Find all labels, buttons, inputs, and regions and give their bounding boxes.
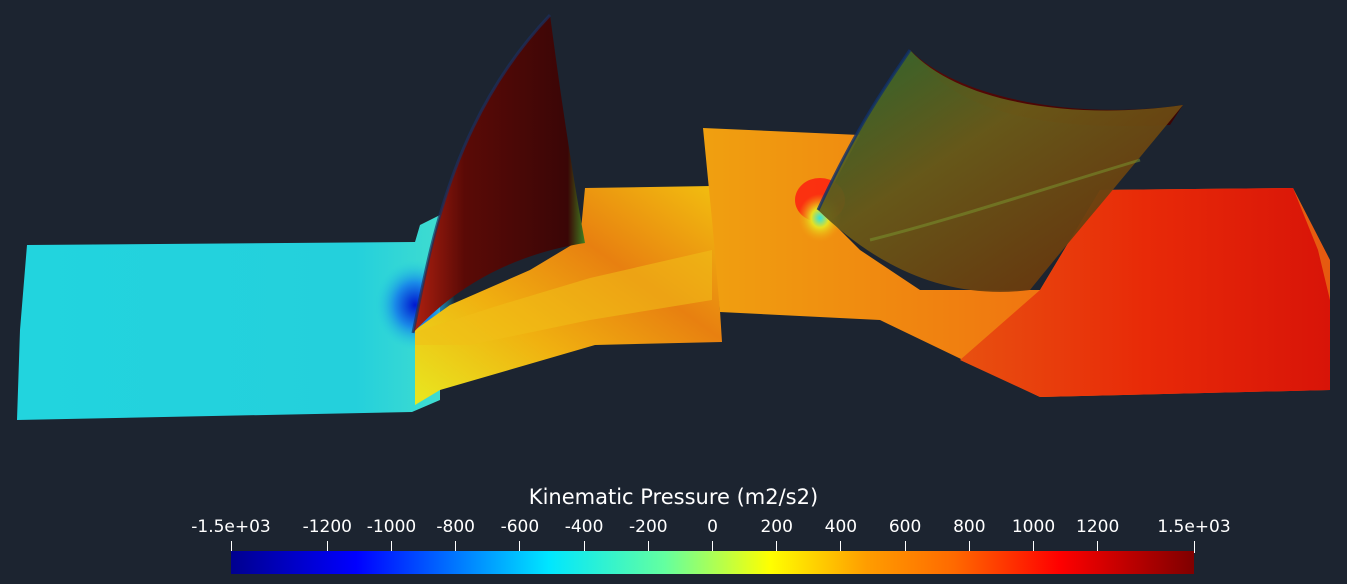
colorbar-tick-mark (1033, 541, 1034, 553)
stator-wake-band (415, 250, 712, 345)
colorbar-tick-label: -800 (436, 517, 475, 537)
colorbar-tick-mark (519, 541, 521, 553)
colorbar-tick-label: -400 (564, 517, 604, 537)
stator-blade (413, 15, 585, 333)
colorbar-tick-mark (1193, 541, 1195, 553)
colorbar-tick-label: 400 (824, 517, 858, 537)
colorbar-tick-label: 1.5e+03 (1157, 517, 1231, 537)
colorbar-tick-mark (840, 541, 842, 553)
colorbar-legend: Kinematic Pressure (m2/s2) -1.5e+03 -1200… (0, 470, 1347, 584)
inlet-region (17, 215, 440, 420)
colorbar-tick-mark (776, 541, 778, 553)
outlet-region (960, 188, 1330, 397)
colorbar-tick-label: -200 (629, 517, 668, 537)
rotor-blade-edge (816, 49, 912, 211)
rotor-blade-highlight (869, 158, 1141, 242)
colorbar-tick-mark (326, 541, 328, 553)
colorbar-tick-mark (968, 541, 970, 553)
colorbar-tick-mark (391, 541, 392, 553)
colorbar-tick-mark (712, 541, 713, 553)
colorbar-tick-mark (647, 541, 649, 553)
colorbar-tick-mark (904, 541, 906, 553)
colorbar-tick-label: -1200 (302, 517, 352, 537)
colorbar-tick-label: 1000 (1011, 517, 1056, 537)
colorbar-tick-label: 0 (707, 517, 718, 537)
colorbar-tick-label: -1000 (366, 517, 417, 537)
rotor-blade (818, 50, 1183, 292)
flow-visualization (17, 13, 1330, 420)
colorbar-tick-label: 800 (953, 517, 986, 537)
colorbar-tick-mark (1097, 541, 1099, 553)
stator-blade-edge (411, 13, 552, 334)
colorbar-tick-label: 200 (760, 517, 793, 537)
colorbar-tick-mark (230, 541, 232, 553)
colorbar-tick-label: 1200 (1076, 517, 1120, 537)
colorbar-tick-label: 600 (888, 517, 922, 537)
colorbar-tick-label: -1.5e+03 (191, 517, 271, 537)
colorbar-tick-mark (583, 541, 585, 553)
colorbar-title: Kinematic Pressure (m2/s2) (528, 485, 819, 509)
colorbar-tick-mark (455, 541, 457, 553)
colorbar-gradient (231, 551, 1194, 574)
colorbar-tick-label: -600 (500, 517, 540, 537)
